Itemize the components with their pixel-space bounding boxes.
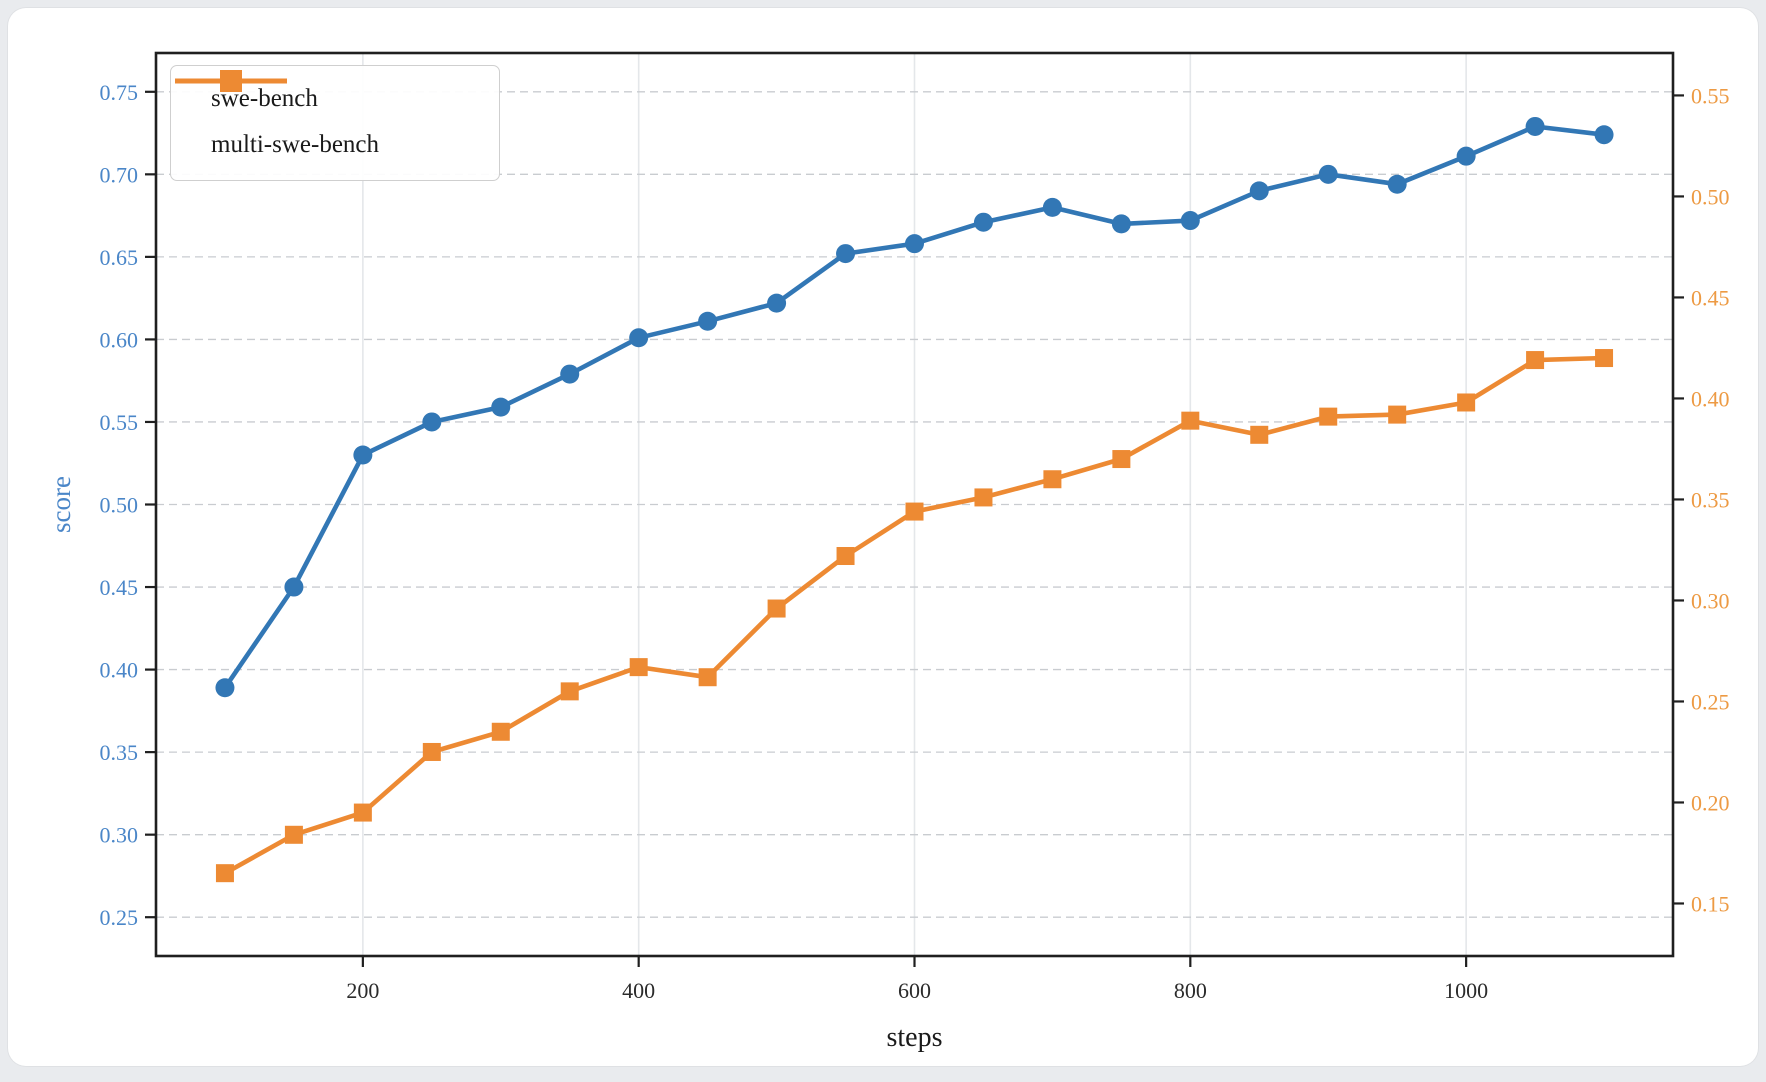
swe-bench-marker bbox=[560, 364, 580, 384]
multi-swe-bench-marker bbox=[1250, 425, 1269, 444]
right-tick-label: 0.35 bbox=[1691, 487, 1730, 512]
x-tick-label: 200 bbox=[346, 978, 379, 1003]
swe-bench-marker bbox=[629, 328, 649, 348]
swe-bench-marker bbox=[215, 678, 235, 698]
x-tick-label: 400 bbox=[622, 978, 655, 1003]
multi-swe-bench-marker bbox=[1043, 470, 1062, 489]
left-tick-label: 0.60 bbox=[100, 327, 139, 352]
legend-label-multi-swe-bench: multi-swe-bench bbox=[211, 131, 380, 158]
swe-bench-marker bbox=[284, 577, 304, 597]
x-axis-label: steps bbox=[887, 1022, 943, 1053]
multi-swe-bench-marker bbox=[974, 488, 993, 507]
right-tick-label: 0.20 bbox=[1691, 790, 1730, 815]
right-tick-label: 0.40 bbox=[1691, 386, 1730, 411]
multi-swe-bench-marker bbox=[1319, 407, 1338, 426]
swe-bench-marker bbox=[353, 445, 373, 465]
multi-swe-bench-marker bbox=[767, 599, 786, 618]
chart-canvas: 0.25 0.30 0.35 0.40 0.45 0.50 0.55 0.60 0.65 0.70… bbox=[46, 51, 1730, 1053]
y-axis-label: score bbox=[46, 476, 76, 533]
left-tick-label: 0.40 bbox=[100, 658, 139, 683]
left-tick-label: 0.50 bbox=[100, 493, 139, 518]
x-tick-label: 1000 bbox=[1444, 978, 1488, 1003]
multi-swe-bench-marker bbox=[1526, 351, 1545, 370]
swe-bench-marker bbox=[1594, 125, 1614, 145]
right-tick-label: 0.45 bbox=[1691, 285, 1730, 310]
multi-swe-bench-marker bbox=[1388, 405, 1407, 424]
multi-swe-bench-marker bbox=[422, 742, 441, 761]
swe-bench-marker bbox=[1525, 116, 1545, 136]
figure-card: 0.25 0.30 0.35 0.40 0.45 0.50 0.55 0.60 0.65 0.70… bbox=[8, 8, 1758, 1066]
swe-bench-marker bbox=[767, 293, 787, 313]
right-tick-label: 0.55 bbox=[1691, 83, 1730, 108]
swe-bench-marker bbox=[836, 244, 856, 264]
multi-swe-bench-marker bbox=[1595, 349, 1614, 368]
multi-swe-bench-marker bbox=[284, 825, 303, 844]
legend-item-multi-swe-bench: multi-swe-bench bbox=[175, 70, 485, 168]
legend: swe-bench multi-swe-bench bbox=[170, 65, 500, 181]
left-tick-label: 0.55 bbox=[100, 410, 139, 435]
swe-bench-marker bbox=[1456, 146, 1476, 166]
right-tick-label: 0.30 bbox=[1691, 588, 1730, 613]
multi-swe-bench-marker bbox=[629, 658, 648, 677]
left-tick-label: 0.75 bbox=[100, 80, 139, 105]
multi-swe-bench-marker bbox=[1112, 450, 1131, 469]
left-tick-label: 0.25 bbox=[100, 905, 139, 930]
multi-swe-bench-marker bbox=[836, 547, 855, 566]
multi-swe-bench-marker bbox=[905, 502, 924, 521]
right-tick-label: 0.50 bbox=[1691, 184, 1730, 209]
swe-bench-marker bbox=[698, 311, 718, 331]
multi-swe-bench-marker bbox=[698, 668, 717, 687]
x-tick-label: 800 bbox=[1174, 978, 1207, 1003]
swe-bench-marker bbox=[1042, 197, 1062, 217]
swe-bench-marker bbox=[491, 397, 511, 417]
swe-bench-marker bbox=[973, 212, 993, 232]
swe-bench-marker bbox=[422, 412, 442, 432]
multi-swe-bench-marker bbox=[1181, 411, 1200, 430]
swe-bench-marker bbox=[1249, 181, 1269, 201]
left-tick-label: 0.65 bbox=[100, 245, 139, 270]
swe-bench-marker bbox=[905, 234, 924, 254]
left-tick-label: 0.45 bbox=[100, 575, 139, 600]
swe-bench-marker bbox=[1387, 174, 1407, 194]
multi-swe-bench-marker bbox=[491, 722, 510, 741]
multi-swe-bench-marker bbox=[560, 682, 579, 701]
multi-swe-bench-marker bbox=[215, 864, 234, 883]
left-tick-label: 0.70 bbox=[100, 162, 139, 187]
swe-bench-marker bbox=[1318, 164, 1338, 184]
left-tick-label: 0.35 bbox=[100, 740, 139, 765]
multi-swe-bench-marker bbox=[353, 803, 372, 822]
multi-swe-bench-marker bbox=[1457, 393, 1476, 412]
swe-bench-marker bbox=[1180, 211, 1200, 231]
right-tick-label: 0.15 bbox=[1691, 891, 1730, 916]
multi-swe-bench-line-marker-sample bbox=[175, 70, 287, 92]
left-tick-label: 0.30 bbox=[100, 823, 139, 848]
swe-bench-marker bbox=[1111, 214, 1131, 234]
right-tick-label: 0.25 bbox=[1691, 689, 1730, 714]
x-tick-label: 600 bbox=[898, 978, 931, 1003]
